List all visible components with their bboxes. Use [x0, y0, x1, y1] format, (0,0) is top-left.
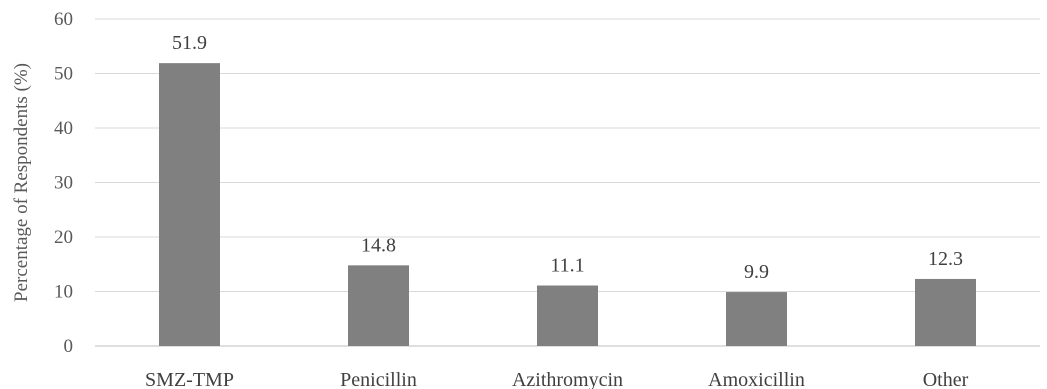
bar-other: [915, 278, 976, 346]
y-tick-label: 60: [54, 9, 73, 30]
bar-azithromycin: [537, 285, 598, 346]
y-axis-ticks: 0 10 20 30 40 50 60: [54, 9, 73, 357]
x-tick-label: Amoxicillin: [708, 369, 805, 389]
y-tick-label: 20: [54, 227, 73, 248]
bar-penicillin: [348, 265, 409, 346]
y-tick-label: 0: [64, 336, 74, 357]
data-label: 12.3: [928, 248, 963, 270]
x-tick-label: Penicillin: [340, 369, 417, 389]
gridlines: [95, 18, 1040, 347]
y-tick-label: 10: [54, 282, 73, 303]
y-tick-label: 30: [54, 173, 73, 194]
y-tick-label: 40: [54, 118, 73, 139]
y-tick-label: 50: [54, 64, 73, 85]
x-tick-label: SMZ-TMP: [145, 369, 234, 389]
bars: [159, 63, 976, 347]
bar-amoxicillin: [726, 292, 787, 346]
x-tick-label: Azithromycin: [512, 369, 623, 389]
x-tick-label: Other: [923, 369, 969, 389]
data-label: 11.1: [550, 255, 584, 277]
data-label: 9.9: [744, 261, 769, 283]
bar-smz-tmp: [159, 63, 220, 347]
data-label: 51.9: [172, 32, 207, 54]
y-axis-title: Percentage of Respondents (%): [11, 63, 32, 302]
data-labels: 51.9 14.8 11.1 9.9 12.3: [172, 32, 963, 283]
x-axis-labels: SMZ-TMP Penicillin Azithromycin Amoxicillin…: [145, 369, 969, 389]
data-label: 14.8: [361, 234, 396, 256]
